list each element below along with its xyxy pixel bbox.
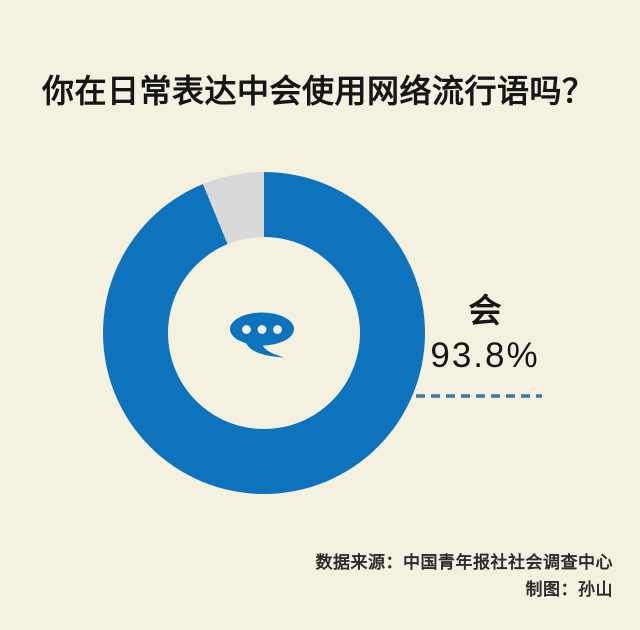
- slice-category-label: 会: [468, 292, 502, 329]
- slice-callout: 会 93.8%: [425, 292, 545, 376]
- slice-value-label: 93.8%: [430, 335, 540, 375]
- chart-title: 你在日常表达中会使用网络流行语吗？: [42, 73, 595, 109]
- speech-bubble-icon: [230, 312, 294, 358]
- leader-dashed-line: [416, 394, 542, 398]
- donut-chart: [103, 172, 425, 494]
- credit-line: 制图：孙山: [525, 580, 613, 599]
- footer: 数据来源：中国青年报社社会调查中心 制图：孙山: [316, 549, 614, 603]
- data-source-line: 数据来源：中国青年报社社会调查中心: [315, 553, 613, 572]
